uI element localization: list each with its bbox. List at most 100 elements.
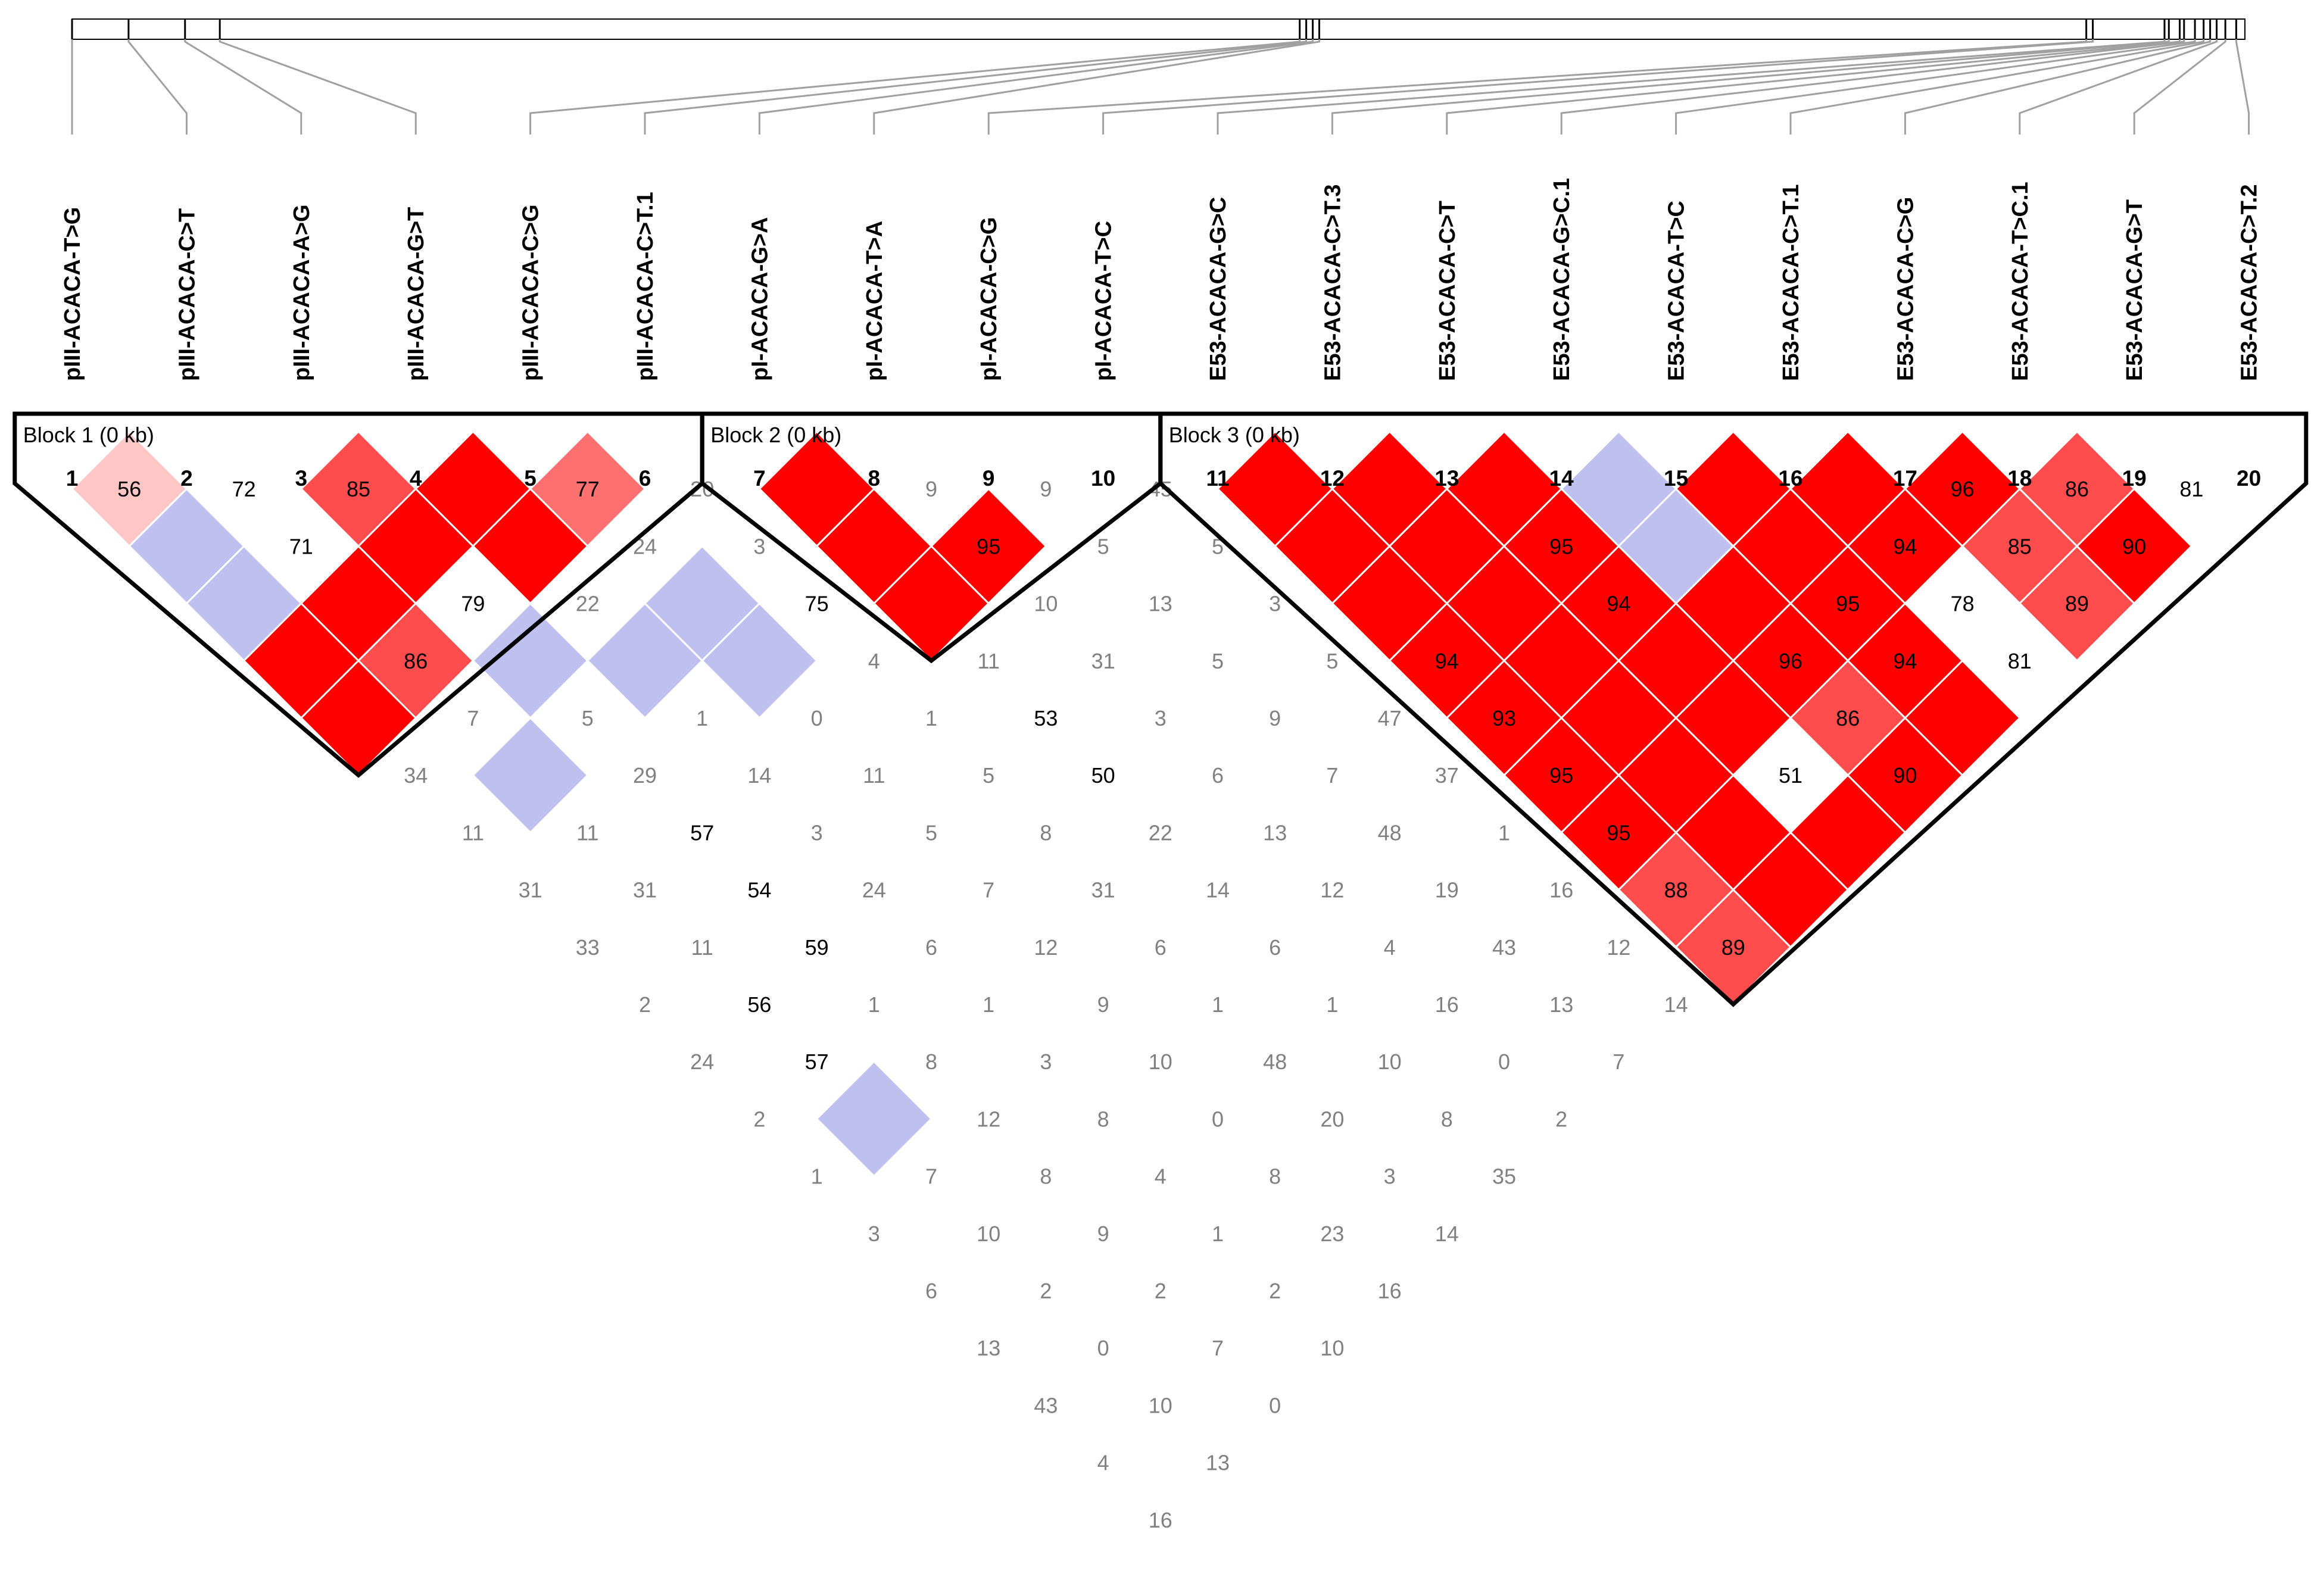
snp-number-4: 4 [410,466,422,491]
connector-snp-20 [2235,39,2250,135]
ld-value-3-8: 5 [582,706,594,730]
ld-value-10-17: 1 [1498,820,1510,845]
ld-value-10-18: 16 [1549,878,1573,902]
snp-number-17: 17 [1893,466,1917,491]
snp-label: pI-ACACA-T>C [1091,221,1116,381]
snp-number-3: 3 [295,466,308,491]
ld-value-2-9: 11 [576,820,598,845]
ld-value-10-19: 12 [1607,935,1630,960]
snp-label: E53-ACACA-C>G [1893,197,1918,381]
ld-value-14-19: 86 [1836,706,1860,730]
snp-label: pI-ACACA-G>A [747,217,772,381]
ld-value-4-18: 1 [1212,1222,1224,1246]
ld-value-7-17: 1 [1326,992,1338,1017]
ld-value-2-16: 10 [977,1222,1000,1246]
ld-value-5-14: 12 [1034,935,1058,960]
snp-label: pIII-ACACA-C>T [174,208,199,381]
ld-value-4-11: 3 [811,820,823,845]
snp-label: E53-ACACA-G>C.1 [1549,178,1574,381]
connector-snp-2 [127,39,188,135]
ld-value-11-17: 95 [1549,763,1573,788]
block-outline-3 [1158,411,2309,1007]
ld-value-2-13: 57 [805,1050,829,1074]
ld-value-11-16: 93 [1492,706,1516,730]
snp-label: pIII-ACACA-C>T.1 [633,192,658,381]
ld-value-9-19: 13 [1549,992,1573,1017]
connector-snp-10 [1102,39,2094,135]
snp-number-14: 14 [1549,466,1574,491]
ld-value-8-19: 0 [1498,1050,1510,1074]
connector-snp-16 [1789,39,2205,135]
connector-snp-15 [1675,39,2196,135]
ld-value-2-10: 31 [633,878,657,902]
ld-value-1-8: 11 [462,820,484,845]
ld-value-4-16: 8 [1097,1107,1109,1131]
ld-value-5-12: 5 [925,820,937,845]
connector-snp-3 [184,39,302,135]
ld-value-1-2: 56 [117,477,141,501]
ld-value-9-17: 19 [1435,878,1459,902]
ld-value-2-11: 11 [691,935,713,960]
ld-value-3-18: 2 [1155,1279,1167,1303]
ld-value-1-13: 2 [753,1107,765,1131]
ld-value-8-12: 31 [1091,649,1115,673]
ld-value-6-10: 4 [868,649,880,673]
snp-number-19: 19 [2122,466,2147,491]
ld-value-14-20: 90 [1893,763,1917,788]
ld-value-7-12: 53 [1034,706,1058,730]
ld-cell-5-9 [701,602,818,720]
ld-value-4-13: 6 [925,935,937,960]
snp-label: pIII-ACACA-A>G [289,204,314,381]
ld-value-3-19: 7 [1212,1336,1224,1360]
ld-value-7-11: 11 [978,649,1000,673]
ld-value-3-9: 29 [633,763,657,788]
ld-value-10-16: 37 [1435,763,1459,788]
ld-value-8-10: 95 [977,534,1000,558]
ld-value-10-13: 3 [1269,592,1281,616]
snp-label: E53-ACACA-C>T.3 [1320,185,1345,381]
ld-value-14-18: 96 [1779,649,1802,673]
snp-number-5: 5 [524,466,537,491]
snp-label: pI-ACACA-C>G [977,217,1002,381]
snp-label: E53-ACACA-G>T [2122,199,2147,381]
snp-number-16: 16 [1778,466,1802,491]
ld-value-5-10: 0 [811,706,823,730]
haplotype-blocks: Block 1 (0 kb) Block 2 (0 kb) Block 3 (0 k… [13,411,2309,1007]
snp-number-13: 13 [1434,466,1459,491]
ld-value-11-18: 95 [1607,820,1630,845]
snp-number-18: 18 [2007,466,2032,491]
ld-value-9-12: 13 [1149,592,1172,616]
ld-value-1-9: 31 [519,878,542,902]
ld-value-3-11: 54 [747,878,771,902]
ld-value-15-18: 95 [1836,592,1860,616]
ld-value-9-13: 5 [1212,649,1224,673]
ld-value-9-11: 5 [1097,534,1109,558]
snp-labels: pIII-ACACA-T>G pIII-ACACA-C>T pIII-ACACA-A… [60,178,2262,381]
ld-value-5-19: 23 [1320,1222,1344,1246]
ld-value-13-15: 95 [1549,534,1573,558]
ld-value-11-15: 94 [1435,649,1459,673]
snp-label: pIII-ACACA-C>G [519,204,544,381]
ld-value-13-16: 94 [1607,592,1630,616]
connector-snp-5 [529,39,1301,135]
ld-value-13-19: 51 [1779,763,1802,788]
ld-value-6-15: 6 [1155,935,1167,960]
block-title-3: Block 3 (0 kb) [1169,423,1300,447]
connector-snp-11 [1217,39,2166,135]
connector-snp-19 [2133,39,2226,135]
ld-value-7-19: 8 [1441,1107,1453,1131]
ld-value-3-14: 8 [925,1050,937,1074]
ld-value-16-20: 81 [2008,649,2032,673]
ld-cell-18-20 [2075,488,2193,605]
ld-value-1-17: 13 [977,1336,1000,1360]
ld-value-11-20: 89 [1721,935,1745,960]
snp-number-11: 11 [1206,466,1229,491]
ld-value-7-18: 10 [1378,1050,1402,1074]
snp-number-20: 20 [2237,466,2261,491]
ld-value-7-14: 22 [1149,820,1172,845]
ld-value-7-16: 6 [1269,935,1281,960]
connector-snp-12 [1331,39,2170,135]
snp-number-6: 6 [639,466,651,491]
connector-snp-14 [1560,39,2185,135]
